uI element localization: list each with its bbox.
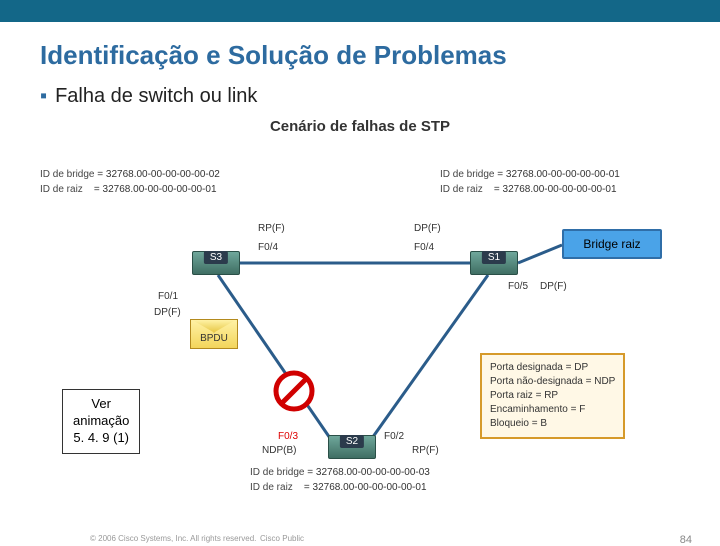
top-bar: [0, 0, 720, 22]
bridge-id-value: = 32768.00-00-00-00-00-03: [307, 467, 430, 478]
subtitle-bullet: Falha de switch ou link: [40, 85, 680, 108]
port-s2-ndp: NDP(B): [262, 445, 296, 456]
bridge-id-label: ID de bridge: [440, 169, 494, 180]
legend-box: Porta designada = DP Porta não-designada…: [480, 353, 625, 439]
s2-bridge-info: ID de bridge = 32768.00-00-00-00-00-03 I…: [250, 465, 430, 495]
root-id-label: ID de raiz: [40, 184, 83, 195]
legend-dp: Porta designada = DP: [490, 361, 615, 375]
s1-bridge-info: ID de bridge = 32768.00-00-00-00-00-01 I…: [440, 167, 620, 197]
see-animation-l2: animação: [73, 413, 129, 430]
bpdu-label: BPDU: [200, 333, 228, 344]
legend-ndp: Porta não-designada = NDP: [490, 375, 615, 389]
switch-s1: S1: [470, 251, 518, 275]
root-id-value: = 32768.00-00-00-00-00-01: [94, 184, 217, 195]
port-s1-f05: F0/5: [508, 281, 528, 292]
legend-f: Encaminhamento = F: [490, 403, 615, 417]
see-animation-l1: Ver: [73, 396, 129, 413]
prohibit-icon: [272, 369, 316, 413]
diagram-title: Cenário de falhas de STP: [40, 118, 680, 135]
page-number: 84: [680, 534, 692, 546]
port-s2-f02: F0/2: [384, 431, 404, 442]
switch-s3: S3: [192, 251, 240, 275]
root-id-value: = 32768.00-00-00-00-00-01: [494, 184, 617, 195]
bridge-root-box: Bridge raiz: [562, 229, 662, 259]
switch-s1-label: S1: [482, 251, 506, 264]
port-s1-f04: F0/4: [414, 242, 434, 253]
root-id-label: ID de raiz: [250, 482, 293, 493]
bridge-id-value: = 32768.00-00-00-00-00-01: [497, 169, 620, 180]
root-id-label: ID de raiz: [440, 184, 483, 195]
legend-b: Bloqueio = B: [490, 417, 615, 431]
page-title: Identificação e Solução de Problemas: [40, 40, 680, 71]
see-animation-box[interactable]: Ver animação 5. 4. 9 (1): [62, 389, 140, 454]
legend-rp: Porta raiz = RP: [490, 389, 615, 403]
copyright-text: © 2006 Cisco Systems, Inc. All rights re…: [90, 534, 256, 543]
switch-s3-label: S3: [204, 251, 228, 264]
switch-s2: S2: [328, 435, 376, 459]
slide-content: Identificação e Solução de Problemas Fal…: [0, 22, 720, 501]
port-s1-dp-left: DP(F): [414, 223, 441, 234]
port-s2-f03: F0/3: [278, 431, 298, 442]
see-animation-l3: 5. 4. 9 (1): [73, 430, 129, 447]
port-s3-rp: RP(F): [258, 223, 285, 234]
cisco-public-text: Cisco Public: [260, 534, 304, 543]
root-id-value: = 32768.00-00-00-00-00-01: [304, 482, 427, 493]
port-s1-dp-right: DP(F): [540, 281, 567, 292]
s3-bridge-info: ID de bridge = 32768.00-00-00-00-00-02 I…: [40, 167, 220, 197]
bpdu-envelope: BPDU: [190, 319, 238, 349]
port-s2-rp: RP(F): [412, 445, 439, 456]
bridge-id-label: ID de bridge: [250, 467, 304, 478]
port-s3-f01: F0/1: [158, 291, 178, 302]
bridge-id-label: ID de bridge: [40, 169, 94, 180]
port-s3-f04: F0/4: [258, 242, 278, 253]
bridge-id-value: = 32768.00-00-00-00-00-02: [97, 169, 220, 180]
network-diagram: ID de bridge = 32768.00-00-00-00-00-02 I…: [40, 141, 680, 501]
port-s3-dp-down: DP(F): [154, 307, 181, 318]
switch-s2-label: S2: [340, 435, 364, 448]
